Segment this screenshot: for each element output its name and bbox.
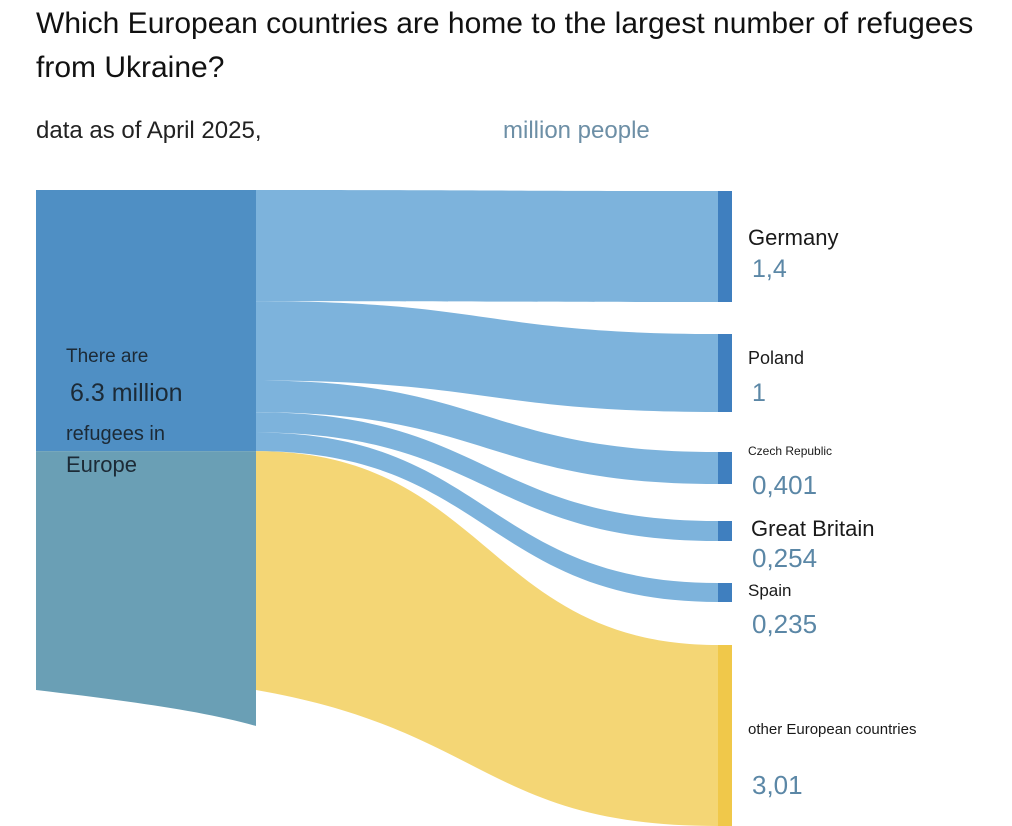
flow-germany (256, 190, 718, 302)
flow-great-britain (256, 412, 718, 541)
flow-spain (256, 432, 718, 602)
value-great-britain: 0,254 (752, 543, 818, 573)
target-bar-czech-republic (718, 452, 732, 484)
target-bar-germany (718, 191, 732, 302)
label-other-countries: other European countries (748, 721, 917, 738)
chart-subtitle: data as of April 2025, (36, 117, 262, 144)
source-node-upper (36, 190, 256, 452)
label-poland: Poland (748, 348, 805, 368)
source-label-total: 6.3 million (70, 379, 183, 407)
value-spain: 0,235 (752, 609, 818, 639)
label-germany: Germany (748, 225, 839, 250)
label-czech-republic: Czech Republic (748, 444, 833, 458)
target-bar-poland (718, 334, 732, 412)
source-label-line1: There are (66, 346, 149, 367)
target-bar-great-britain (718, 521, 732, 541)
source-node-lower (36, 451, 256, 690)
value-other-countries: 3,01 (752, 770, 803, 800)
source-label-line4: Europe (66, 452, 137, 477)
target-bar-spain (718, 583, 732, 602)
label-great-britain: Great Britain (751, 516, 875, 541)
source-node-tail (36, 690, 256, 726)
value-germany: 1,4 (752, 255, 787, 283)
flow-other-european-countries (236, 451, 718, 826)
value-poland: 1 (752, 379, 766, 407)
value-czech-republic: 0,401 (752, 470, 818, 500)
flow-poland (256, 301, 718, 412)
chart-title: Which European countries are home to the… (36, 7, 974, 84)
unit-label: million people (503, 117, 650, 144)
flow-czech-republic (256, 380, 718, 484)
label-spain: Spain (748, 581, 792, 600)
source-label-line3: refugees in (66, 423, 165, 445)
target-bar-other-european-countries (718, 645, 732, 826)
